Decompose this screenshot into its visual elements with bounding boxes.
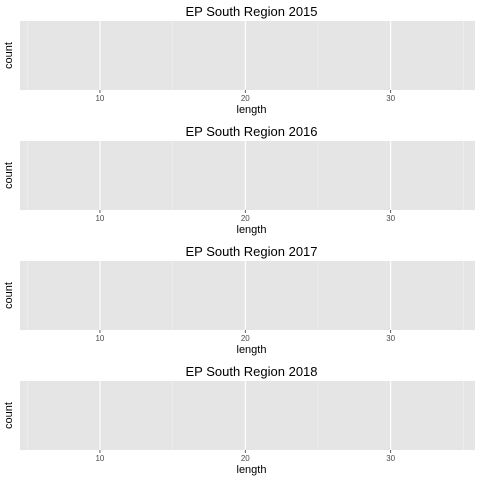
plot-background	[20, 261, 475, 330]
x-tick-label: 30	[386, 334, 395, 343]
x-axis-title: length	[237, 104, 267, 116]
y-axis-title: count	[3, 402, 15, 429]
x-tick-label: 20	[241, 94, 250, 103]
x-tick-label: 30	[386, 94, 395, 103]
y-axis-title: count	[3, 42, 15, 69]
panel-title: EP South Region 2015	[185, 4, 317, 19]
panel-title: EP South Region 2016	[185, 124, 317, 139]
x-tick-label: 30	[386, 454, 395, 463]
x-tick-label: 30	[386, 214, 395, 223]
x-axis-title: length	[237, 464, 267, 476]
x-axis-title: length	[237, 344, 267, 356]
facet-panel-4: EP South Region 2018 10 20 30 length count	[3, 364, 475, 476]
plot-background	[20, 381, 475, 450]
panel-title: EP South Region 2018	[185, 364, 317, 379]
x-tick-label: 10	[95, 214, 104, 223]
x-tick-label: 20	[241, 454, 250, 463]
x-tick-label: 10	[95, 334, 104, 343]
x-tick-label: 20	[241, 214, 250, 223]
x-tick-label: 10	[95, 454, 104, 463]
plot-background	[20, 21, 475, 90]
facet-panel-3: EP South Region 2017 10 20 30 length count	[3, 244, 475, 356]
y-axis-title: count	[3, 282, 15, 309]
plot-background	[20, 141, 475, 210]
x-tick-label: 10	[95, 94, 104, 103]
y-axis-title: count	[3, 162, 15, 189]
facet-panel-2: EP South Region 2016 10 20 30 length count	[3, 124, 475, 236]
panel-title: EP South Region 2017	[185, 244, 317, 259]
x-axis-title: length	[237, 224, 267, 236]
x-tick-label: 20	[241, 334, 250, 343]
facet-panel-1: EP South Region 2015 10 20 30 length count	[3, 4, 475, 116]
